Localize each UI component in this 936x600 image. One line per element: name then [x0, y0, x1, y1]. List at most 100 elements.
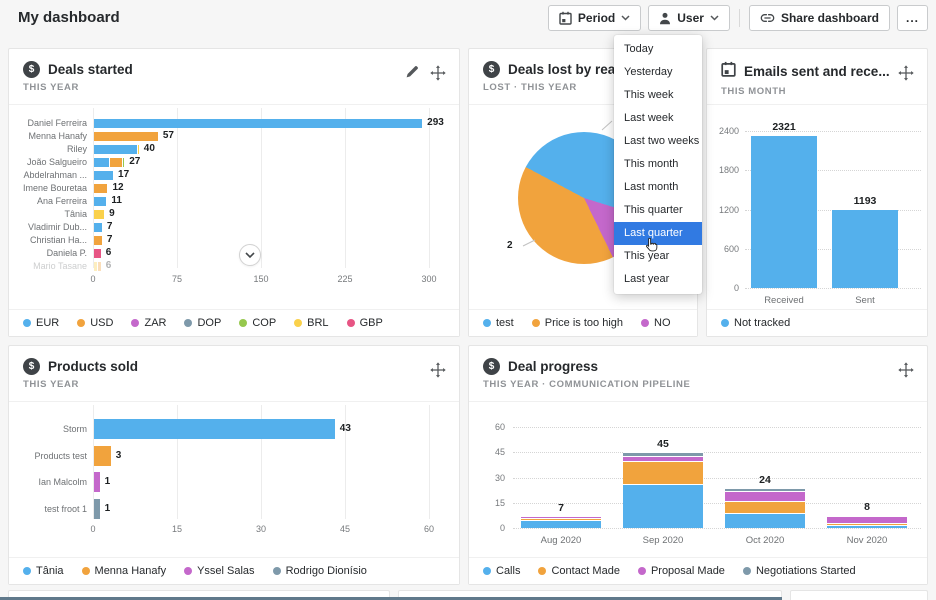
- menu-item-this-month[interactable]: This month: [614, 153, 702, 176]
- bar-value: 6: [106, 247, 112, 258]
- menu-item-this-year[interactable]: This year: [614, 245, 702, 268]
- orange-segment[interactable]: [827, 523, 907, 525]
- bar-total: 45: [623, 438, 703, 450]
- legend-item[interactable]: Price is too high: [532, 317, 623, 329]
- legend-label: Proposal Made: [651, 565, 725, 577]
- deal-dollar-icon: $: [23, 358, 40, 375]
- move-icon[interactable]: [430, 65, 446, 86]
- legend-item[interactable]: Tânia: [23, 565, 64, 577]
- card-title: Deal progress: [508, 359, 598, 374]
- legend-item[interactable]: Contact Made: [538, 565, 619, 577]
- bar[interactable]: [94, 472, 100, 492]
- grayblue-segment[interactable]: [827, 515, 907, 517]
- gridline: [429, 405, 430, 519]
- bar[interactable]: [94, 419, 335, 439]
- bar[interactable]: [94, 262, 101, 271]
- bar[interactable]: [94, 158, 124, 167]
- bar[interactable]: [832, 210, 898, 288]
- grayblue-segment[interactable]: [623, 452, 703, 455]
- legend-item[interactable]: Not tracked: [721, 317, 790, 329]
- link-icon: [760, 13, 775, 23]
- bar[interactable]: [94, 171, 113, 180]
- legend-item[interactable]: EUR: [23, 317, 59, 329]
- y-tick-label: 0: [707, 283, 739, 293]
- legend-item[interactable]: Proposal Made: [638, 565, 725, 577]
- purple-segment: [94, 472, 100, 492]
- blue-segment: [94, 158, 109, 167]
- edit-icon[interactable]: [405, 65, 419, 84]
- orange-segment[interactable]: [521, 518, 601, 520]
- user-button[interactable]: User: [648, 5, 730, 31]
- blue-segment[interactable]: [827, 525, 907, 528]
- bar-total: 8: [827, 501, 907, 513]
- legend-item[interactable]: ZAR: [131, 317, 166, 329]
- legend-item[interactable]: Calls: [483, 565, 520, 577]
- bar[interactable]: [751, 136, 817, 288]
- orange-segment[interactable]: [623, 461, 703, 485]
- bar[interactable]: [94, 210, 104, 219]
- menu-item-last-quarter[interactable]: Last quarter: [614, 222, 702, 245]
- x-category-label: Aug 2020: [511, 535, 611, 546]
- legend-item[interactable]: Rodrigo Dionísio: [273, 565, 367, 577]
- blue-segment: [94, 223, 102, 232]
- share-dashboard-button[interactable]: Share dashboard: [749, 5, 890, 31]
- more-options-button[interactable]: ...: [897, 5, 928, 31]
- legend-item[interactable]: COP: [239, 317, 276, 329]
- menu-item-last-two-weeks[interactable]: Last two weeks: [614, 130, 702, 153]
- gridline: [429, 108, 430, 268]
- bar[interactable]: [94, 197, 106, 206]
- toolbar-divider: [739, 9, 740, 27]
- legend-item[interactable]: test: [483, 317, 514, 329]
- bar-value: 11: [111, 195, 122, 206]
- period-button[interactable]: Period: [548, 5, 641, 31]
- menu-item-last-year[interactable]: Last year: [614, 268, 702, 291]
- bar[interactable]: [94, 184, 107, 193]
- legend-item[interactable]: BRL: [294, 317, 328, 329]
- purple-segment[interactable]: [623, 456, 703, 461]
- menu-item-last-week[interactable]: Last week: [614, 107, 702, 130]
- bar[interactable]: [94, 119, 422, 128]
- deals-lost-legend: test Price is too high NO: [469, 309, 697, 336]
- orange-segment[interactable]: [725, 501, 805, 513]
- menu-item-yesterday[interactable]: Yesterday: [614, 61, 702, 84]
- legend-item[interactable]: NO: [641, 317, 671, 329]
- menu-item-this-week[interactable]: This week: [614, 84, 702, 107]
- purple-segment[interactable]: [725, 491, 805, 501]
- grayblue-segment[interactable]: [725, 488, 805, 491]
- calendar-icon: [559, 11, 572, 25]
- purple-segment[interactable]: [521, 516, 601, 518]
- legend-label: Negotiations Started: [756, 565, 856, 577]
- legend-label: ZAR: [144, 317, 166, 329]
- menu-item-last-month[interactable]: Last month: [614, 176, 702, 199]
- bar-row-label: Vladimir Dub...: [9, 222, 87, 232]
- legend-item[interactable]: Menna Hanafy: [82, 565, 167, 577]
- expand-button[interactable]: [239, 244, 261, 266]
- bar-value: 293: [427, 117, 444, 128]
- x-category-label: Received: [741, 295, 827, 306]
- legend-item[interactable]: GBP: [347, 317, 383, 329]
- purple-segment[interactable]: [827, 516, 907, 523]
- card-emails: Emails sent and rece... THIS MONTH 06001…: [706, 48, 928, 337]
- blue-segment[interactable]: [725, 513, 805, 528]
- bar[interactable]: [94, 499, 100, 519]
- bar[interactable]: [94, 132, 158, 141]
- bar[interactable]: [94, 236, 102, 245]
- bar[interactable]: [94, 446, 111, 466]
- blue-segment[interactable]: [623, 484, 703, 528]
- menu-item-this-quarter[interactable]: This quarter: [614, 199, 702, 222]
- legend-label: GBP: [360, 317, 383, 329]
- legend-item[interactable]: DOP: [184, 317, 221, 329]
- move-icon[interactable]: [898, 362, 914, 383]
- move-icon[interactable]: [898, 65, 914, 86]
- legend-item[interactable]: Negotiations Started: [743, 565, 856, 577]
- legend-item[interactable]: USD: [77, 317, 113, 329]
- legend-item[interactable]: Yssel Salas: [184, 565, 254, 577]
- bar[interactable]: [94, 249, 101, 258]
- deals-started-legend: EUR USD ZAR DOP COP BRL GBP: [9, 309, 459, 336]
- legend-label: NO: [654, 317, 671, 329]
- move-icon[interactable]: [430, 362, 446, 383]
- bar[interactable]: [94, 223, 102, 232]
- menu-item-today[interactable]: Today: [614, 38, 702, 61]
- blue-segment[interactable]: [521, 520, 601, 528]
- bar[interactable]: [94, 145, 139, 154]
